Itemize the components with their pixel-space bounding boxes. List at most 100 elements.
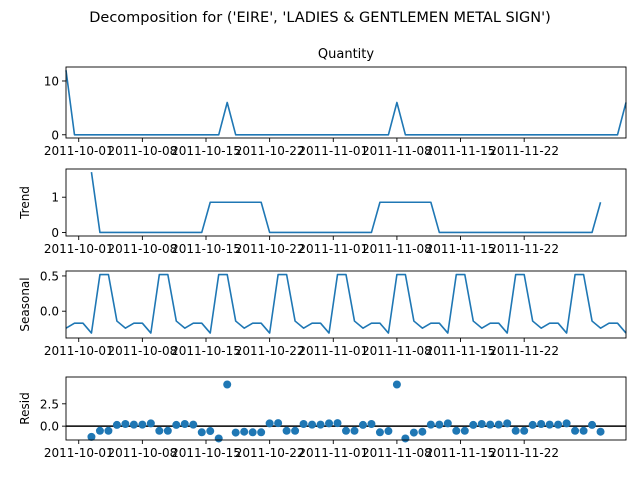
resid-point [163, 426, 172, 435]
resid-point [87, 432, 96, 441]
resid-xtick-label: 2011-10-22 [235, 446, 305, 460]
resid-point [511, 426, 520, 435]
trend-series-line [90, 172, 602, 234]
trend-xtick-label: 2011-11-01 [298, 242, 368, 256]
seasonal-xtick-label: 2011-11-15 [426, 344, 496, 358]
resid-xtick-label: 2011-10-15 [171, 446, 241, 460]
resid-point [426, 420, 435, 429]
resid-point [180, 420, 189, 428]
resid-point [138, 420, 147, 429]
resid-point [206, 427, 215, 436]
resid-xtick-label: 2011-11-15 [426, 446, 496, 460]
resid-point [528, 420, 537, 429]
resid-ytick-label: 0.0 [40, 420, 59, 434]
trend-ytick-label: 1 [51, 191, 59, 205]
resid-point [112, 420, 121, 429]
figure-title: Decomposition for ('EIRE', 'LADIES & GEN… [89, 10, 551, 26]
resid-point [443, 419, 452, 428]
resid-point [291, 426, 300, 435]
resid-ylabel: Resid [18, 392, 32, 424]
trend-xtick-label: 2011-11-15 [426, 242, 496, 256]
resid-point [571, 426, 580, 435]
trend-ytick-label: 0 [51, 226, 59, 240]
resid-xtick-label: 2011-11-01 [298, 446, 368, 460]
resid-point [121, 420, 130, 428]
quantity-series-line [65, 70, 627, 136]
quantity-ytick-label: 0 [51, 128, 59, 142]
seasonal-xtick-label: 2011-10-08 [107, 344, 177, 358]
seasonal-xtick-label: 2011-10-01 [44, 344, 114, 358]
trend-xtick-label: 2011-11-08 [362, 242, 432, 256]
trend-xtick-label: 2011-10-01 [44, 242, 114, 256]
quantity-xtick-label: 2011-10-08 [107, 144, 177, 158]
resid-point [308, 420, 317, 429]
resid-axes-frame [65, 376, 627, 441]
trend-xtick-label: 2011-10-15 [171, 242, 241, 256]
resid-point [579, 426, 588, 435]
resid-point [316, 420, 325, 429]
resid-point [248, 428, 257, 437]
resid-point [214, 434, 223, 443]
seasonal-xtick-label: 2011-11-08 [362, 344, 432, 358]
resid-point [189, 420, 198, 429]
resid-point [231, 428, 240, 437]
quantity-panel: Quantity 0 10 2011-10-012011-10-082011-10-1… [44, 47, 627, 158]
resid-point [503, 419, 512, 428]
resid-point [494, 420, 503, 429]
quantity-xtick-label: 2011-11-01 [298, 144, 368, 158]
resid-point [545, 420, 554, 429]
resid-point [537, 420, 546, 428]
quantity-xtick-label: 2011-11-15 [426, 144, 496, 158]
resid-point [342, 426, 350, 435]
resid-point [477, 420, 486, 428]
resid-point [435, 420, 444, 429]
resid-point [240, 427, 249, 436]
seasonal-ytick-label: 0.0 [40, 305, 59, 319]
resid-point [409, 428, 418, 437]
resid-point [257, 428, 266, 437]
quantity-panel-title: Quantity [318, 47, 374, 62]
seasonal-xtick-label: 2011-10-15 [171, 344, 241, 358]
resid-point [95, 426, 104, 435]
resid-xtick-label: 2011-10-08 [107, 446, 177, 460]
resid-point [350, 426, 359, 435]
trend-panel: Trend012011-10-012011-10-082011-10-15201… [18, 168, 627, 256]
resid-point [172, 420, 181, 429]
resid-point [375, 428, 384, 437]
resid-point [562, 419, 571, 428]
resid-point [282, 426, 291, 435]
seasonal-axes-frame [65, 270, 627, 339]
seasonal-ylabel: Seasonal [18, 277, 32, 331]
resid-point [155, 426, 164, 435]
resid-point [596, 427, 605, 436]
resid-panel: Resid 0.0 2.5 2011-10-012011-10-082011-10-1… [18, 376, 627, 460]
seasonal-xtick-label: 2011-11-01 [298, 344, 368, 358]
resid-point [146, 419, 155, 428]
resid-point [452, 426, 461, 435]
resid-point [358, 420, 367, 429]
resid-point [299, 420, 308, 428]
resid-point [401, 434, 410, 443]
resid-point [274, 419, 283, 428]
quantity-xtick-label: 2011-10-01 [44, 144, 114, 158]
seasonal-xtick-label: 2011-11-22 [489, 344, 559, 358]
quantity-xtick-label: 2011-10-22 [235, 144, 305, 158]
resid-point [460, 426, 469, 435]
resid-point [588, 420, 597, 429]
seasonal-series-line [65, 273, 627, 334]
resid-point [325, 419, 334, 428]
seasonal-panel: Seasonal 0.00.52011-10-012011-10-082011-1… [18, 269, 627, 358]
quantity-xtick-label: 2011-11-08 [362, 144, 432, 158]
quantity-ytick-label: 10 [44, 74, 59, 88]
seasonal-xtick-label: 2011-10-22 [235, 344, 305, 358]
resid-point [469, 420, 478, 429]
resid-xtick-label: 2011-11-08 [362, 446, 432, 460]
resid-point [486, 420, 495, 429]
resid-point [520, 426, 529, 435]
resid-point [129, 420, 138, 429]
resid-xtick-label: 2011-11-22 [489, 446, 559, 460]
resid-point [554, 420, 563, 429]
quantity-axes-frame [65, 66, 627, 139]
